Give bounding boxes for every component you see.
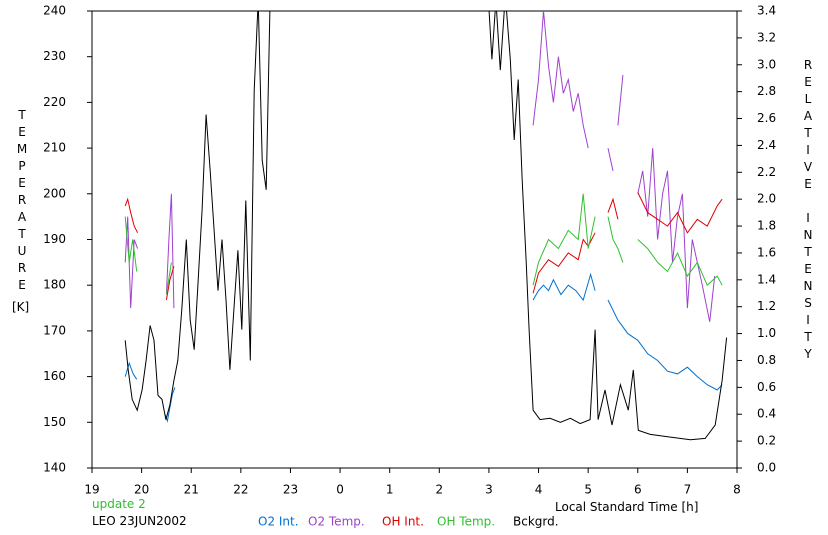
x-tick-label: 21: [184, 483, 199, 497]
y2-axis-label: RELATIVE INTENSITY: [801, 58, 815, 364]
plot-frame: [91, 10, 738, 469]
y-tick-label: 230: [43, 49, 66, 63]
y2-tick-label: 3.2: [757, 30, 776, 44]
x-tick-label: 20: [134, 483, 149, 497]
legend-entry: OH Temp.: [437, 515, 495, 529]
x-tick-label: 23: [283, 483, 298, 497]
x-tick-label: 4: [535, 483, 543, 497]
y2-tick-label: 1.2: [757, 299, 776, 313]
x-tick-label: 22: [233, 483, 248, 497]
x-tick-label: 19: [84, 483, 99, 497]
y2-tick-label: 0.2: [757, 434, 776, 448]
annotation: update 2: [92, 497, 146, 511]
y-tick-label: 170: [43, 323, 66, 337]
series-line: [124, 11, 716, 322]
y2-tick-label: 2.8: [757, 84, 776, 98]
legend-entry: OH Int.: [382, 515, 424, 529]
y-tick-label: 200: [43, 186, 66, 200]
y2-tick-label: 0.0: [757, 461, 776, 475]
y2-tick-label: 3.4: [757, 4, 776, 18]
subtitle: LEO 23JUN2002: [92, 514, 187, 528]
y2-tick-label: 3.0: [757, 57, 776, 71]
y2-tick-label: 0.8: [757, 353, 776, 367]
y2-tick-label: 2.2: [757, 165, 776, 179]
y2-tick-label: 2.0: [757, 192, 776, 206]
x-tick-label: 6: [634, 483, 642, 497]
y2-tick-label: 1.8: [757, 219, 776, 233]
y-tick-label: 180: [43, 278, 66, 292]
series-line: [124, 272, 723, 423]
x-tick-label: 8: [733, 483, 741, 497]
y2-tick-label: 0.6: [757, 380, 776, 394]
y2-tick-label: 1.6: [757, 245, 776, 259]
x-tick-label: 0: [336, 483, 344, 497]
x-tick-label: 7: [684, 483, 692, 497]
y2-tick-label: 0.4: [757, 407, 776, 421]
y2-tick-label: 2.4: [757, 138, 776, 152]
y-axis-unit: [K]: [12, 300, 30, 314]
series-line: [124, 11, 728, 441]
y-tick-label: 150: [43, 415, 66, 429]
y-tick-label: 190: [43, 232, 66, 246]
x-tick-label: 5: [584, 483, 592, 497]
legend-entry: O2 Int.: [258, 515, 299, 529]
y2-tick-label: 2.6: [757, 111, 776, 125]
y-tick-label: 210: [43, 141, 66, 155]
x-tick-label: 2: [435, 483, 443, 497]
series-line: [124, 192, 723, 301]
legend-entry: Bckgrd.: [513, 515, 559, 529]
legend-entry: O2 Temp.: [308, 515, 365, 529]
y-axis-label: TEMPERATURE: [15, 108, 29, 295]
y2-tick-label: 1.0: [757, 326, 776, 340]
y-tick-label: 140: [43, 461, 66, 475]
x-tick-label: 1: [386, 483, 394, 497]
y-tick-label: 160: [43, 369, 66, 383]
x-axis-label: Local Standard Time [h]: [555, 500, 699, 514]
x-tick-label: 3: [485, 483, 493, 497]
y-tick-label: 220: [43, 95, 66, 109]
plot-area: [124, 11, 728, 441]
y2-tick-label: 1.4: [757, 272, 776, 286]
y-tick-label: 240: [43, 4, 66, 18]
series-line: [124, 193, 723, 295]
